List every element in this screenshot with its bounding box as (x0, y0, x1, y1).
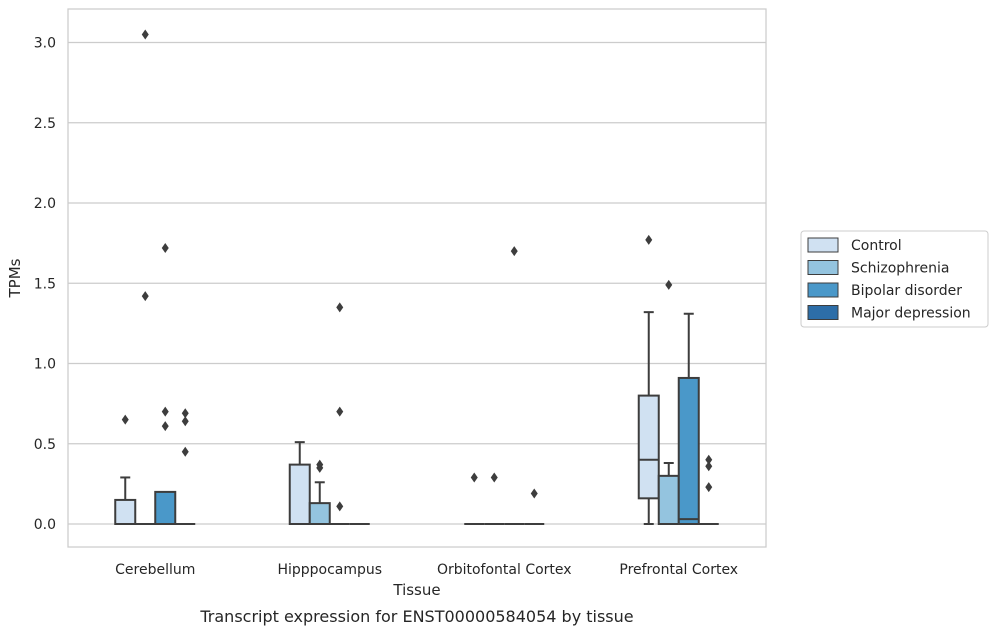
outlier-point (665, 279, 673, 290)
outlier-point (336, 302, 344, 313)
plot-frame (67, 8, 767, 548)
chart-caption: Transcript expression for ENST0000058405… (199, 607, 633, 626)
x-tick-label: Hipppocampus (277, 562, 382, 578)
outlier-point (181, 408, 189, 419)
box-body (154, 490, 177, 525)
x-tick-label: Prefrontal Cortex (619, 562, 738, 578)
box-body (657, 474, 680, 526)
legend-swatch (807, 305, 839, 320)
box-body (677, 376, 700, 525)
outlier-point (336, 406, 344, 417)
box-control (637, 234, 660, 525)
outlier-point (181, 446, 189, 457)
box-control (114, 414, 137, 525)
y-axis-label: TPMs (6, 258, 24, 298)
y-tick-label: 2.0 (34, 196, 56, 212)
box-major-depression (175, 408, 196, 525)
box-control (288, 441, 311, 525)
outlier-point (161, 406, 169, 417)
outlier-point (510, 246, 518, 257)
outlier-point (161, 421, 169, 432)
legend-frame (800, 230, 989, 328)
legend: Control Schizophrenia Bipolar disorder Majo… (800, 230, 989, 328)
grid-lines (68, 41, 766, 525)
x-tick-label: Orbitofontal Cortex (437, 562, 572, 578)
y-tick-label: 0.0 (34, 517, 56, 533)
y-tick-label: 0.5 (34, 437, 56, 453)
box-major-depression (524, 488, 545, 525)
box-body (308, 502, 331, 526)
plot-area (68, 9, 766, 547)
x-tick-label: Cerebellum (115, 562, 195, 578)
legend-label: Control (851, 238, 902, 254)
outlier-point (161, 242, 169, 253)
legend-swatch (807, 282, 839, 298)
y-tick-label: 1.5 (34, 276, 56, 292)
outlier-point (645, 234, 653, 245)
legend-swatch (807, 260, 839, 275)
outlier-point (530, 488, 538, 499)
legend-label: Schizophrenia (851, 261, 949, 277)
box-body (637, 394, 660, 500)
outlier-point (336, 501, 344, 512)
box-body (288, 463, 311, 525)
box-bipolar-disorder (677, 312, 700, 525)
legend-label: Major depression (851, 306, 971, 322)
box-body (114, 498, 137, 525)
box-plots (114, 29, 719, 526)
outlier-point (705, 454, 713, 465)
outlier-point (470, 472, 478, 483)
y-tick-labels: 0.0 0.5 1.0 1.5 2.0 2.5 3.0 (34, 36, 56, 534)
box-bipolar-disorder (154, 242, 177, 525)
box-schizophrenia (484, 472, 505, 525)
outlier-point (316, 462, 324, 473)
box-schizophrenia (135, 29, 156, 525)
outlier-point (705, 482, 713, 493)
outlier-point (141, 29, 149, 40)
box-bipolar-disorder (329, 302, 350, 525)
outlier-point (141, 291, 149, 302)
box-schizophrenia (308, 459, 331, 526)
box-bipolar-disorder (504, 246, 525, 525)
box-major-depression (698, 454, 719, 525)
x-axis-label: Tissue (392, 581, 440, 599)
y-tick-label: 2.5 (34, 116, 56, 132)
outlier-point (705, 461, 713, 472)
x-tick-labels: Cerebellum Hipppocampus Orbitofontal Corte… (115, 562, 738, 578)
legend-swatch (807, 237, 839, 253)
box-schizophrenia (657, 279, 680, 526)
outlier-point (181, 416, 189, 427)
box-control (464, 472, 485, 525)
y-tick-label: 1.0 (34, 357, 56, 373)
legend-label: Bipolar disorder (851, 283, 962, 299)
outlier-point (490, 472, 498, 483)
y-tick-label: 3.0 (34, 36, 56, 52)
outlier-point (121, 414, 129, 425)
